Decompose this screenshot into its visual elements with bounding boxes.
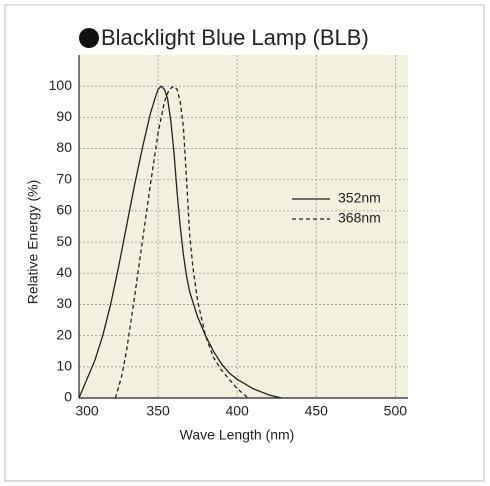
y-tick-label: 100 — [49, 77, 73, 93]
y-axis-label: Relative Energy (%) — [25, 180, 41, 305]
data-line — [114, 85, 249, 399]
y-tick-label: 0 — [64, 389, 72, 405]
legend-label: 368nm — [338, 210, 381, 226]
x-tick-label: 300 — [75, 403, 99, 419]
y-tick-label: 60 — [56, 202, 72, 218]
y-tick-label: 90 — [56, 108, 72, 124]
title-bullet — [79, 28, 99, 48]
legend-label: 352nm — [338, 190, 381, 206]
plot-area — [79, 55, 408, 398]
x-tick-label: 350 — [146, 403, 170, 419]
data-line — [78, 85, 282, 399]
y-tick-label: 20 — [56, 326, 72, 342]
x-tick-label: 450 — [305, 403, 329, 419]
y-tick-label: 40 — [56, 264, 72, 280]
y-tick-label: 10 — [56, 358, 72, 374]
y-tick-label: 70 — [56, 170, 72, 186]
chart-title: Blacklight Blue Lamp (BLB) — [101, 25, 369, 50]
y-tick-label: 30 — [56, 295, 72, 311]
x-tick-label: 500 — [384, 403, 408, 419]
y-tick-label: 50 — [56, 233, 72, 249]
y-tick-label: 80 — [56, 139, 72, 155]
x-axis-label: Wave Length (nm) — [180, 427, 295, 443]
x-tick-label: 400 — [225, 403, 249, 419]
